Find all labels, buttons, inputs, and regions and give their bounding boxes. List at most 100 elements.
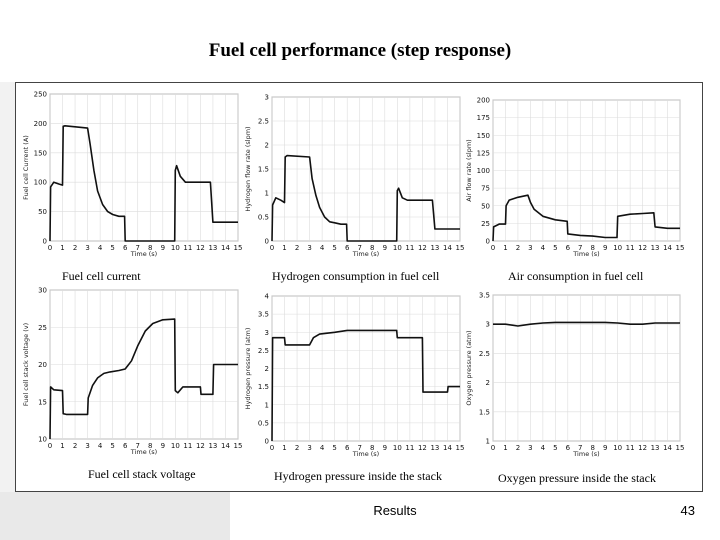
x-tick-label: 3	[307, 444, 311, 452]
chart-caption: Hydrogen consumption in fuel cell	[272, 269, 440, 283]
x-tick-label: 4	[320, 244, 325, 252]
x-tick-label: 8	[370, 444, 374, 452]
y-tick-label: 10	[38, 436, 47, 444]
x-tick-label: 9	[161, 442, 165, 450]
x-tick-label: 0	[48, 442, 52, 450]
y-tick-label: 0	[486, 238, 490, 246]
x-axis-title: Time (s)	[572, 450, 599, 458]
y-tick-label: 1	[486, 438, 490, 446]
y-tick-label: 30	[38, 287, 47, 295]
chart-panel-2: 0 1 2 3 4 5 6 7 8 9 10 11 12 13 14 1500.511.522.53Time …	[244, 94, 464, 284]
x-tick-label: 5	[110, 442, 114, 450]
x-tick-label: 11	[626, 444, 635, 452]
footer-shade-band	[0, 492, 230, 540]
y-tick-label: 125	[477, 149, 490, 157]
x-tick-label: 7	[357, 444, 361, 452]
x-tick-label: 8	[148, 442, 152, 450]
x-tick-label: 10	[393, 444, 402, 452]
y-axis-title: Fuel cell stack voltage (v)	[22, 323, 30, 406]
x-tick-label: 2	[295, 444, 299, 452]
x-tick-label: 3	[307, 244, 311, 252]
y-tick-label: 50	[481, 202, 490, 210]
x-tick-label: 6	[345, 244, 350, 252]
y-tick-label: 75	[481, 185, 490, 193]
x-tick-label: 3	[85, 244, 89, 252]
y-tick-label: 200	[477, 97, 490, 105]
x-tick-label: 10	[613, 444, 622, 452]
x-tick-label: 8	[590, 244, 594, 252]
x-axis-title: Time (s)	[572, 250, 599, 258]
x-tick-label: 13	[208, 244, 217, 252]
x-tick-label: 11	[183, 442, 192, 450]
y-tick-label: 2	[265, 142, 269, 150]
y-tick-label: 2	[486, 379, 490, 387]
x-tick-label: 0	[48, 244, 52, 252]
y-tick-label: 0	[265, 438, 269, 446]
x-tick-label: 0	[491, 444, 495, 452]
x-tick-label: 8	[370, 244, 374, 252]
y-tick-label: 1.5	[258, 383, 269, 391]
x-axis-title: Time (s)	[352, 450, 379, 458]
x-tick-label: 6	[566, 444, 571, 452]
y-tick-label: 1	[265, 190, 269, 198]
x-tick-label: 1	[60, 244, 64, 252]
y-tick-label: 3.5	[258, 311, 269, 319]
x-tick-label: 4	[541, 244, 546, 252]
y-axis-title: Fuel cell Current (A)	[22, 135, 30, 200]
x-tick-label: 8	[148, 244, 152, 252]
y-tick-label: 200	[34, 120, 47, 128]
x-tick-label: 10	[393, 244, 402, 252]
y-tick-label: 20	[38, 361, 47, 369]
x-tick-label: 5	[332, 244, 336, 252]
slide-title: Fuel cell performance (step response)	[208, 40, 512, 61]
x-tick-label: 5	[110, 244, 114, 252]
x-tick-label: 14	[221, 244, 230, 252]
y-axis-title: Oxygen pressure (atm)	[465, 330, 473, 405]
y-tick-label: 3	[486, 321, 490, 329]
x-tick-label: 11	[183, 244, 192, 252]
y-axis-title: Hydrogen flow rate (slpm)	[244, 126, 252, 211]
x-tick-label: 5	[332, 444, 336, 452]
x-tick-label: 2	[73, 442, 77, 450]
x-tick-label: 1	[282, 444, 286, 452]
x-tick-label: 6	[123, 244, 128, 252]
chart-panel-1: 0 1 2 3 4 5 6 7 8 9 10 11 12 13 14 15050100150200250Tim…	[22, 91, 242, 284]
x-tick-label: 4	[320, 444, 325, 452]
x-tick-label: 1	[282, 244, 286, 252]
x-tick-label: 13	[651, 444, 660, 452]
x-tick-label: 14	[663, 444, 672, 452]
y-axis-title: Hydrogen pressure (atm)	[244, 328, 252, 410]
x-tick-label: 15	[676, 444, 685, 452]
y-tick-label: 1	[265, 401, 269, 409]
x-tick-label: 7	[357, 244, 361, 252]
x-tick-label: 9	[383, 244, 387, 252]
y-tick-label: 150	[34, 149, 47, 157]
chart-caption: Air consumption in fuel cell	[508, 269, 644, 283]
chart-caption: Hydrogen pressure inside the stack	[274, 469, 442, 483]
y-tick-label: 0.5	[258, 419, 269, 427]
series-line-1	[271, 329, 460, 442]
y-tick-label: 50	[38, 208, 47, 216]
x-tick-label: 15	[234, 442, 243, 450]
y-tick-label: 100	[34, 179, 47, 187]
x-tick-label: 7	[578, 244, 582, 252]
x-tick-label: 7	[578, 444, 582, 452]
y-tick-label: 150	[477, 132, 490, 140]
x-tick-label: 0	[270, 244, 274, 252]
y-tick-label: 3	[265, 94, 269, 102]
y-tick-label: 0.5	[258, 214, 269, 222]
x-tick-label: 10	[613, 244, 622, 252]
plot-area	[49, 93, 239, 242]
x-tick-label: 11	[405, 444, 414, 452]
x-tick-label: 13	[430, 244, 439, 252]
series-line-1	[493, 321, 680, 327]
series-line-1	[492, 194, 680, 242]
x-tick-label: 13	[430, 444, 439, 452]
chart-panel-5: 0 1 2 3 4 5 6 7 8 9 10 11 12 13 14 1500.511.522.533.54T…	[244, 293, 464, 484]
x-tick-label: 1	[503, 244, 507, 252]
x-tick-label: 5	[553, 444, 557, 452]
y-tick-label: 2.5	[479, 350, 490, 358]
page-number: 43	[680, 503, 695, 518]
